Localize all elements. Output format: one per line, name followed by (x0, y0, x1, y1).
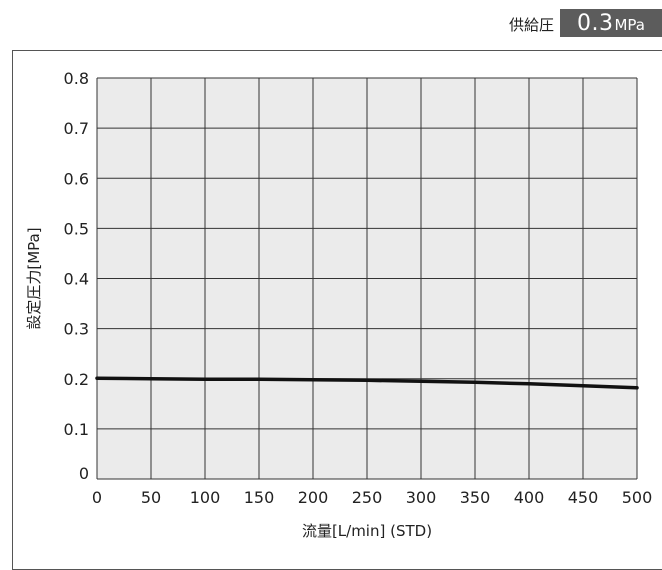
x-tick-label: 0 (92, 488, 102, 507)
x-tick-labels: 0 50 100 150 200 250 300 350 400 450 500 (92, 488, 652, 507)
y-tick-label: 0.2 (64, 370, 89, 389)
y-tick-labels: 0 0.1 0.2 0.3 0.4 0.5 0.6 0.7 0.8 (64, 69, 89, 483)
y-tick-label: 0.5 (64, 219, 89, 238)
x-tick-label: 250 (352, 488, 383, 507)
x-tick-label: 350 (460, 488, 491, 507)
y-tick-label: 0.7 (64, 119, 89, 138)
x-tick-label: 200 (298, 488, 329, 507)
y-tick-label: 0.4 (64, 270, 89, 289)
x-tick-label: 50 (141, 488, 161, 507)
y-tick-label: 0.6 (64, 169, 89, 188)
y-tick-label: 0.1 (64, 420, 89, 439)
x-axis-title: 流量[L/min] (STD) (302, 522, 432, 540)
x-tick-label: 400 (514, 488, 545, 507)
x-tick-label: 500 (622, 488, 653, 507)
x-tick-label: 450 (568, 488, 599, 507)
y-tick-label: 0.8 (64, 69, 89, 88)
x-tick-label: 300 (406, 488, 437, 507)
flow-pressure-chart: 0 50 100 150 200 250 300 350 400 450 500 0 0.1 0.2 0.… (0, 0, 662, 557)
y-tick-label: 0.3 (64, 320, 89, 339)
x-tick-label: 100 (190, 488, 221, 507)
y-tick-label: 0 (79, 464, 89, 483)
y-axis-title: 設定圧力[MPa] (25, 227, 43, 329)
x-tick-label: 150 (244, 488, 275, 507)
